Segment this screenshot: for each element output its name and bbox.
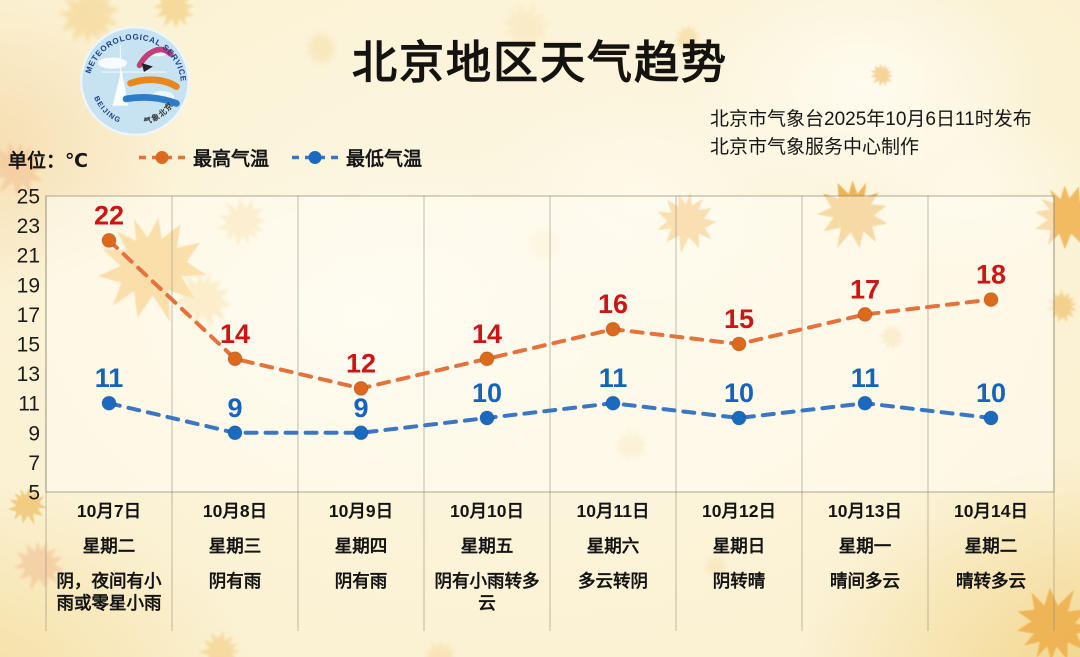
y-tick-label: 7 [28, 452, 40, 475]
date-label: 10月13日 [828, 501, 902, 521]
weekday-label: 星期四 [334, 535, 388, 556]
low-temp-point [605, 395, 621, 411]
y-tick-label: 21 [17, 245, 40, 268]
high-temp-point [479, 351, 495, 367]
high-temp-marker-icon [139, 151, 185, 164]
beijing-meteorological-service-logo: METEOROLOGICAL SERVICE BEIJING 气象北京 [79, 25, 191, 137]
low-temp-value-label: 10 [976, 378, 1006, 408]
date-label: 10月10日 [450, 501, 524, 521]
unit-label: 单位：℃ [8, 151, 89, 172]
low-temp-point [983, 410, 999, 426]
low-temp-point [101, 395, 117, 411]
weekday-label: 星期三 [208, 535, 262, 556]
low-temp-value-label: 11 [599, 363, 628, 393]
high-temp-value-label: 14 [220, 319, 250, 349]
day-column-label: 10月7日星期二阴，夜间有小雨或零星小雨 [46, 501, 172, 615]
legend-label-low: 最低气温 [346, 149, 423, 170]
y-tick-label: 13 [17, 363, 40, 386]
date-label: 10月7日 [76, 501, 142, 521]
weekday-label: 星期二 [964, 535, 1018, 556]
weekday-label: 星期二 [82, 535, 136, 556]
low-temp-value-label: 11 [95, 363, 124, 393]
day-column-label: 10月12日 星期日阴转晴 [676, 501, 802, 593]
page-title: 北京地区天气趋势 [351, 37, 728, 88]
low-temp-point [731, 410, 747, 426]
weekday-label: 星期日 [712, 535, 766, 556]
issuer-info: 北京市气象台2025年10月6日11时发布 北京市气象服务中心制作 [710, 106, 1032, 162]
weather-condition-label: 阴转晴 [712, 570, 766, 591]
date-label: 10月12日 [702, 501, 776, 521]
date-label: 10月9日 [328, 501, 394, 521]
low-temp-point [353, 425, 369, 441]
high-temp-point [101, 232, 117, 248]
y-tick-label: 23 [17, 215, 40, 238]
high-temp-value-label: 12 [346, 348, 376, 378]
produced-line: 北京市气象服务中心制作 [710, 137, 920, 158]
high-temp-point [983, 292, 999, 308]
legend-item-low-temp: 最低气温 [291, 144, 422, 171]
low-temp-value-label: 9 [353, 393, 368, 423]
y-tick-label: 15 [17, 334, 40, 357]
weather-condition-label: 阴，夜间有小雨或零星小雨 [56, 570, 162, 613]
weekday-label: 星期一 [838, 535, 892, 556]
low-temp-point [479, 410, 495, 426]
weekday-label: 星期五 [460, 535, 514, 556]
weather-condition-label: 晴间多云 [830, 570, 900, 591]
low-temp-value-label: 10 [472, 378, 502, 408]
y-tick-label: 9 [28, 422, 40, 445]
date-label: 10月8日 [202, 501, 268, 521]
legend-item-high-temp: 最高气温 [138, 144, 269, 171]
high-temp-value-label: 22 [94, 200, 124, 230]
high-temp-point [605, 321, 621, 337]
weekday-label: 星期六 [586, 535, 640, 556]
date-label: 10月11日 [576, 501, 650, 521]
day-column-label: 10月9日星期四阴有雨 [298, 501, 424, 593]
chart-legend: 最高气温 最低气温 [138, 144, 422, 171]
high-temp-point [353, 380, 369, 396]
weather-condition-label: 多云转阴 [578, 570, 648, 591]
day-column-label: 10月8日星期三阴有雨 [172, 501, 298, 593]
logo-badge-icon: METEOROLOGICAL SERVICE BEIJING 气象北京 [80, 26, 190, 136]
weather-condition-label: 阴有雨 [208, 570, 262, 591]
weather-condition-label: 阴有雨 [334, 570, 388, 591]
high-temp-value-label: 14 [472, 319, 502, 349]
low-temp-line [107, 401, 993, 435]
low-temp-point [857, 395, 873, 411]
y-tick-label: 17 [17, 304, 40, 327]
high-temp-value-label: 18 [976, 260, 1006, 290]
plot-border [45, 195, 1055, 493]
y-tick-label: 5 [28, 482, 40, 505]
y-tick-label: 11 [18, 393, 40, 416]
low-temp-marker-icon [292, 151, 339, 164]
low-temp-value-label: 11 [851, 363, 880, 393]
issued-line: 北京市气象台2025年10月6日11时发布 [710, 109, 1032, 130]
y-tick-label: 19 [17, 274, 40, 297]
day-column-label: 10月10日 星期五阴有小雨转多云 [424, 501, 550, 615]
high-temp-point [857, 306, 873, 322]
high-temp-value-label: 17 [850, 274, 880, 304]
day-column-label: 10月14日 星期二晴转多云 [928, 501, 1054, 593]
weather-condition-label: 晴转多云 [956, 570, 1026, 591]
high-temp-value-label: 15 [724, 304, 754, 334]
day-column-label: 10月11日 星期六多云转阴 [550, 501, 676, 593]
low-temp-value-label: 9 [227, 393, 242, 423]
day-column-label: 10月13日 星期一晴间多云 [802, 501, 928, 593]
high-temp-point [227, 351, 243, 367]
date-label: 10月14日 [954, 501, 1028, 521]
legend-label-high: 最高气温 [193, 149, 270, 170]
high-temp-value-label: 16 [598, 289, 628, 319]
high-temp-point [731, 336, 747, 352]
weather-condition-label: 阴有小雨转多云 [434, 570, 540, 613]
low-temp-point [227, 425, 243, 441]
low-temp-value-label: 10 [724, 378, 754, 408]
y-tick-label: 25 [17, 186, 40, 209]
